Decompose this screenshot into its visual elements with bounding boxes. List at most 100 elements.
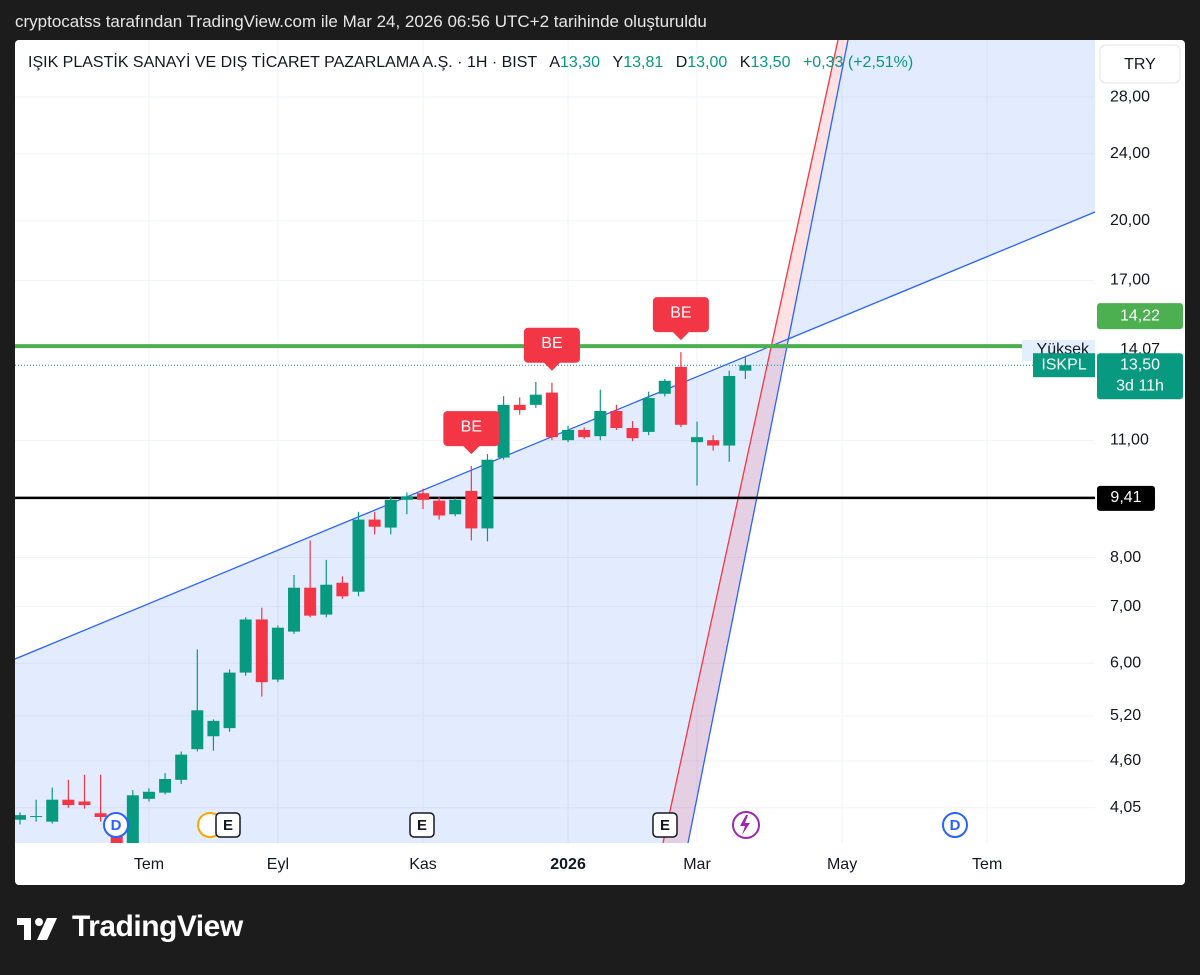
price-label-box xyxy=(1097,485,1155,511)
candle-body xyxy=(562,429,575,441)
fan-fill xyxy=(663,40,848,843)
candle-body xyxy=(626,428,639,439)
candle-body xyxy=(46,799,59,822)
y-tick-label: 20,00 xyxy=(1110,212,1150,229)
currency-box[interactable] xyxy=(1099,44,1181,84)
price-label-box xyxy=(1097,303,1183,330)
candle-body xyxy=(336,582,349,597)
last-price-label: 13,50 xyxy=(1120,356,1160,373)
event-label[interactable]: E xyxy=(223,817,233,834)
candle-body xyxy=(400,496,413,500)
candle-body xyxy=(723,375,736,446)
candle-body xyxy=(449,499,462,515)
y-tick-label: 28,00 xyxy=(1110,88,1150,105)
price-label: 14,22 xyxy=(1120,307,1160,324)
candle-body xyxy=(578,429,591,438)
ohlc-key: D xyxy=(675,54,688,71)
signal-marker[interactable] xyxy=(523,327,580,371)
overlay: 4,05 4,60 5,20 6,00 7,00 8,00 11,00 17,00 20,00 2… xyxy=(103,88,1183,873)
event-icon[interactable] xyxy=(732,811,760,839)
trend-line xyxy=(662,40,839,843)
y-tick-label: 11,00 xyxy=(1110,432,1149,449)
candle-body xyxy=(691,437,704,443)
y-tick-label: 24,00 xyxy=(1110,145,1150,162)
y-tick-label: 6,00 xyxy=(1110,655,1141,672)
candle-body xyxy=(352,519,365,592)
drawings xyxy=(15,40,1095,843)
signal-marker[interactable] xyxy=(443,411,500,455)
y-tick-label: 4,05 xyxy=(1110,799,1141,816)
candle-body xyxy=(159,778,172,793)
candle-body xyxy=(739,365,752,371)
candle-body xyxy=(529,394,542,405)
candle-body xyxy=(658,380,671,394)
candle-body xyxy=(62,799,75,806)
event-icon[interactable] xyxy=(740,815,750,835)
signal-label[interactable]: BE xyxy=(670,304,691,321)
last-price-box xyxy=(1097,353,1183,400)
candle-body xyxy=(320,584,333,615)
symbol-box xyxy=(1033,353,1095,378)
candle-body xyxy=(255,619,268,683)
candle-body xyxy=(513,404,526,411)
x-tick-label: 2026 xyxy=(550,856,586,873)
symbol-label: ISKPL xyxy=(1041,356,1086,373)
y-tick-label: 8,00 xyxy=(1110,549,1141,566)
candle-body xyxy=(191,710,204,750)
ohlc-value: 13,81 xyxy=(623,54,664,71)
candle-body xyxy=(94,813,107,817)
x-tick-label: Tem xyxy=(972,856,1002,873)
ohlc-key: Y xyxy=(612,54,624,71)
candle-body xyxy=(497,404,510,458)
symbol-title: IŞIK PLASTİK SANAYİ VE DIŞ TİCARET PAZAR… xyxy=(28,54,537,71)
candle-body xyxy=(78,801,91,806)
currency[interactable]: TRY xyxy=(1124,56,1156,73)
candle-body xyxy=(15,815,26,820)
y-tick-label: 17,00 xyxy=(1110,272,1150,289)
candle-body xyxy=(594,410,607,437)
y-tick-label: 4,60 xyxy=(1110,752,1141,769)
event-label[interactable]: E xyxy=(660,817,670,834)
x-tick-label: Mar xyxy=(683,856,711,873)
candles xyxy=(15,352,752,843)
ohlc-value: 13,30 xyxy=(560,54,601,71)
x-tick-label: Tem xyxy=(134,856,164,873)
candle-body xyxy=(674,366,687,425)
event-icon[interactable] xyxy=(652,812,678,838)
signal-label[interactable]: BE xyxy=(541,335,562,352)
grid xyxy=(15,40,1095,843)
ohlc-value: 13,50 xyxy=(750,54,791,71)
trend-fill xyxy=(787,40,1095,341)
signal-label[interactable]: BE xyxy=(461,418,482,435)
candle-body xyxy=(288,587,301,632)
candle-body xyxy=(481,459,494,529)
y-tick-label: 7,00 xyxy=(1110,598,1141,615)
signal-marker[interactable] xyxy=(652,297,709,341)
event-icon[interactable] xyxy=(103,812,129,838)
event-label[interactable]: E xyxy=(417,817,427,834)
trend-line xyxy=(687,40,849,843)
event-icon[interactable] xyxy=(409,812,435,838)
candle-body xyxy=(384,499,397,528)
brand: TradingView xyxy=(72,910,243,943)
event-icon[interactable] xyxy=(215,812,241,838)
candle-body xyxy=(416,493,429,500)
candle-body xyxy=(142,791,155,799)
candle-body xyxy=(271,627,284,680)
candle-body xyxy=(610,410,623,429)
brand-logo xyxy=(17,918,57,940)
y-tick-label: 5,20 xyxy=(1110,707,1141,724)
candle-body xyxy=(465,490,478,529)
candle-body xyxy=(207,720,220,737)
event-label[interactable]: D xyxy=(111,817,122,834)
x-tick-label: May xyxy=(827,856,857,873)
event-label[interactable]: D xyxy=(950,817,961,834)
candle-body xyxy=(30,816,43,818)
candle-body xyxy=(175,754,188,780)
ohlc-value: 13,00 xyxy=(687,54,728,71)
event-icon[interactable] xyxy=(942,812,968,838)
ohlc-key: K xyxy=(739,54,751,71)
candle-body xyxy=(368,519,381,527)
chart-card xyxy=(15,40,1185,885)
